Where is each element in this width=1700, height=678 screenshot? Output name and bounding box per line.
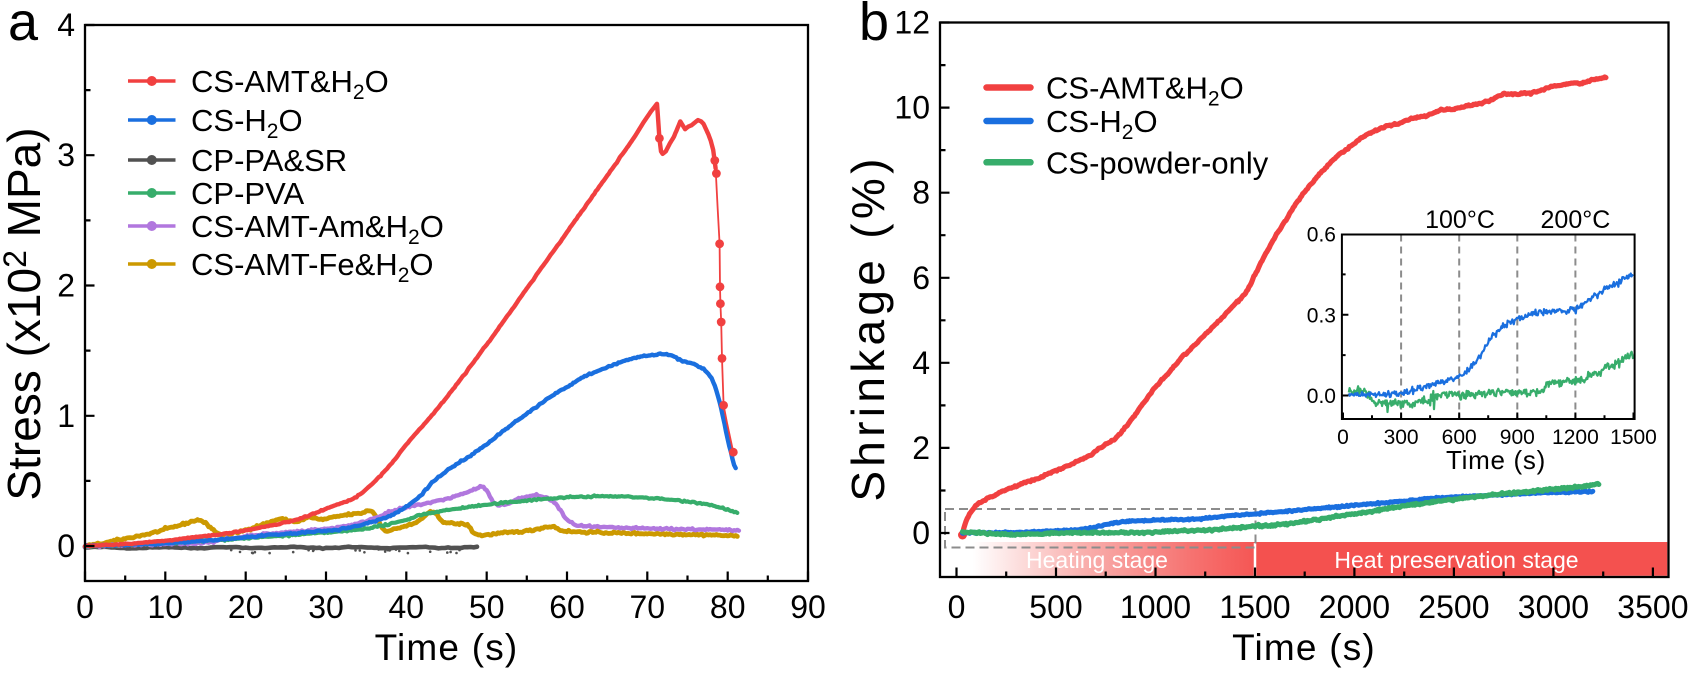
svg-text:1500: 1500 [1610, 426, 1657, 449]
svg-text:1: 1 [57, 398, 75, 434]
svg-text:1500: 1500 [1219, 589, 1290, 625]
svg-text:50: 50 [469, 589, 505, 625]
svg-text:2500: 2500 [1418, 589, 1489, 625]
svg-text:2: 2 [912, 430, 930, 466]
svg-text:Heating stage: Heating stage [1026, 547, 1168, 573]
svg-text:300: 300 [1384, 426, 1419, 449]
svg-text:0: 0 [57, 528, 75, 564]
svg-text:3500: 3500 [1617, 589, 1688, 625]
svg-text:b: b [859, 0, 889, 52]
svg-text:Time (s): Time (s) [1232, 627, 1376, 668]
svg-text:0.0: 0.0 [1307, 385, 1336, 408]
svg-text:Time (s): Time (s) [1446, 445, 1546, 475]
svg-text:60: 60 [549, 589, 585, 625]
svg-text:90: 90 [790, 589, 826, 625]
svg-text:CS-H2O: CS-H2O [191, 103, 303, 143]
svg-text:4: 4 [57, 7, 75, 43]
svg-text:2000: 2000 [1319, 589, 1390, 625]
svg-text:500: 500 [1029, 589, 1082, 625]
svg-text:CS-AMT&H2O: CS-AMT&H2O [191, 64, 389, 104]
svg-text:0: 0 [948, 589, 966, 625]
svg-text:20: 20 [228, 589, 264, 625]
svg-text:900: 900 [1500, 426, 1535, 449]
svg-text:10: 10 [148, 589, 184, 625]
svg-text:0.3: 0.3 [1307, 304, 1336, 327]
svg-text:3: 3 [57, 137, 75, 173]
svg-text:CS-AMT-Fe&H2O: CS-AMT-Fe&H2O [191, 247, 434, 287]
svg-text:CS-powder-only: CS-powder-only [1046, 145, 1269, 180]
svg-text:CS-H2O: CS-H2O [1046, 104, 1158, 144]
svg-text:600: 600 [1442, 426, 1477, 449]
svg-text:2: 2 [57, 268, 75, 304]
svg-text:0: 0 [76, 589, 94, 625]
svg-text:Heat preservation stage: Heat preservation stage [1334, 547, 1578, 573]
svg-text:CP-PVA: CP-PVA [191, 176, 304, 211]
svg-text:70: 70 [630, 589, 666, 625]
svg-text:0: 0 [912, 515, 930, 551]
svg-text:Stress (x102 MPa): Stress (x102 MPa) [0, 127, 50, 500]
svg-text:1000: 1000 [1120, 589, 1191, 625]
svg-text:Shrinkage (%): Shrinkage (%) [842, 154, 894, 501]
svg-text:Time (s): Time (s) [375, 627, 519, 668]
svg-text:1200: 1200 [1552, 426, 1599, 449]
svg-text:0: 0 [1337, 426, 1349, 449]
svg-text:200°C: 200°C [1541, 206, 1611, 234]
svg-text:100°C: 100°C [1425, 206, 1495, 234]
svg-text:CS-AMT-Am&H2O: CS-AMT-Am&H2O [191, 209, 444, 249]
svg-text:6: 6 [912, 260, 930, 296]
svg-text:10: 10 [894, 90, 930, 126]
svg-text:0.6: 0.6 [1307, 224, 1336, 247]
svg-text:8: 8 [912, 175, 930, 211]
svg-text:12: 12 [894, 5, 930, 41]
svg-text:3000: 3000 [1518, 589, 1589, 625]
svg-text:CP-PA&SR: CP-PA&SR [191, 143, 347, 178]
svg-text:4: 4 [912, 345, 930, 381]
svg-text:a: a [8, 0, 39, 52]
svg-text:30: 30 [308, 589, 344, 625]
svg-text:40: 40 [389, 589, 425, 625]
svg-text:80: 80 [710, 589, 746, 625]
